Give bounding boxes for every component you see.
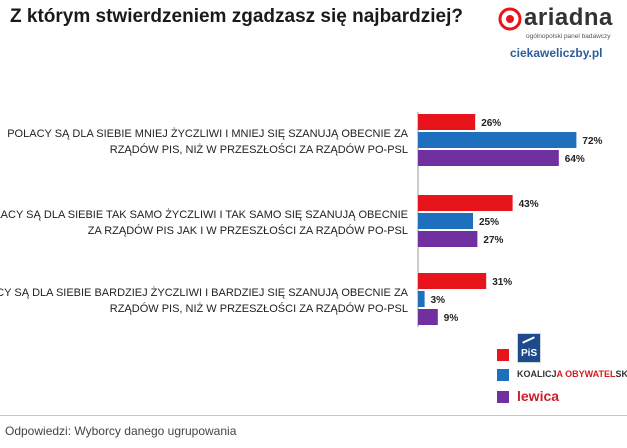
category-label: POLACY SĄ DLA SIEBIE TAK SAMO ŻYCZLIWI I… — [0, 208, 408, 221]
logo-icon — [498, 7, 522, 31]
data-label-ko: 3% — [431, 295, 446, 306]
legend-swatch-lewica — [497, 391, 509, 403]
data-label-pis: 43% — [519, 199, 539, 210]
footnote: Odpowiedzi: Wyborcy danego ugrupowania — [5, 424, 237, 438]
category-label: RZĄDÓW PIS, NIŻ W PRZESZŁOŚCI ZA RZĄDÓW … — [110, 143, 408, 156]
bar-ko — [418, 291, 425, 307]
category-label: ZA RZĄDÓW PIS JAK I W PRZESZŁOŚCI ZA RZĄ… — [88, 224, 408, 237]
bar-pis — [418, 195, 513, 211]
ko-logo-text: KOALICJA OBYWATELSKA — [517, 369, 627, 379]
ko-text-part1: KOALICJ — [517, 369, 557, 379]
category-label: RZĄDÓW PIS, NIŻ W PRZESZŁOŚCI ZA RZĄDÓW … — [110, 302, 408, 315]
data-label-lewica: 64% — [565, 154, 585, 165]
pis-logo-text: PiS — [521, 348, 538, 359]
pis-logo-icon: PiS — [517, 333, 541, 363]
bar-pis — [418, 114, 476, 130]
bar-lewica — [418, 150, 559, 166]
data-label-ko: 25% — [479, 217, 499, 228]
data-label-pis: 26% — [481, 118, 501, 129]
data-label-lewica: 27% — [483, 235, 503, 246]
data-label-pis: 31% — [492, 277, 512, 288]
bar-ko — [418, 132, 577, 148]
bar-lewica — [418, 309, 438, 325]
legend-swatch-pis — [497, 349, 509, 361]
footer-divider — [0, 415, 627, 416]
page-title: Z którym stwierdzeniem zgadzasz się najb… — [10, 6, 463, 27]
ko-text-part2: A OBYWATEL — [556, 369, 616, 379]
category-label: POLACY SĄ DLA SIEBIE MNIEJ ŻYCZLIWI I MN… — [7, 127, 408, 140]
category-label: POLACY SĄ DLA SIEBIE BARDZIEJ ŻYCZLIWI I… — [0, 286, 409, 299]
bar-pis — [418, 273, 487, 289]
legend-swatch-ko — [497, 369, 509, 381]
lewica-logo-text: lewica — [517, 388, 560, 404]
data-label-lewica: 9% — [444, 313, 459, 324]
data-label-ko: 72% — [582, 136, 602, 147]
ariadna-logo: ariadna ogólnopolski panel badawczy — [498, 4, 618, 44]
ko-text-part3: SKA — [615, 369, 627, 379]
logo-subtitle: ogólnopolski panel badawczy — [526, 33, 611, 40]
bar-ko — [418, 213, 473, 229]
logo-wordmark: ariadna — [524, 4, 613, 31]
bar-lewica — [418, 231, 478, 247]
site-link[interactable]: ciekaweliczby.pl — [510, 46, 603, 60]
